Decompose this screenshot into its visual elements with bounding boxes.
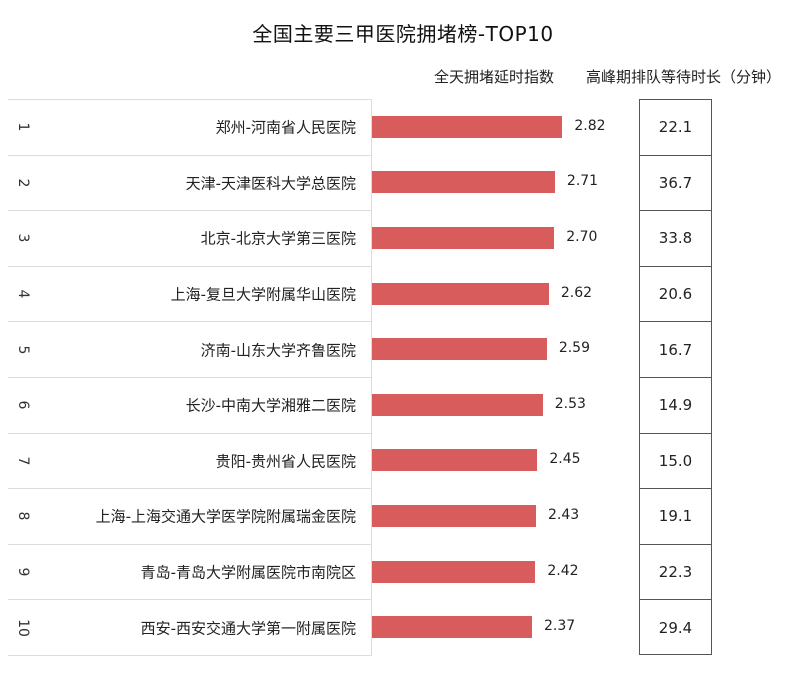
congestion-bar — [372, 227, 555, 249]
rank-label: 5 — [15, 345, 31, 355]
wait-time-cell: 14.9 — [640, 378, 711, 434]
wait-time-cell: 22.3 — [640, 545, 711, 601]
table-row: 7 贵阳-贵州省人民医院 — [8, 434, 372, 490]
congestion-bar — [372, 616, 532, 639]
wait-time-cell: 22.1 — [640, 100, 711, 156]
wait-time-cell: 36.7 — [640, 156, 711, 212]
congestion-value-label: 2.62 — [560, 284, 593, 301]
table-row: 5 济南-山东大学齐鲁医院 — [8, 322, 372, 378]
table-row: 6 长沙-中南大学湘雅二医院 — [8, 378, 372, 434]
rank-label: 3 — [15, 234, 31, 243]
congestion-bar — [372, 560, 536, 583]
wait-time-cell: 20.6 — [640, 267, 711, 323]
rank-label: 2 — [15, 178, 31, 188]
rank-label: 6 — [15, 400, 31, 410]
congestion-bar — [372, 282, 549, 305]
table-row: 9 青岛-青岛大学附属医院市南院区 — [8, 545, 372, 601]
congestion-value-label: 2.70 — [566, 229, 598, 245]
congestion-bars: 2.82 2.71 2.70 2.62 2.59 2.53 2.45 2.43 2.42 2.37 — [372, 99, 632, 655]
hospital-name: 青岛-青岛大学附属医院市南院区 — [140, 563, 356, 582]
table-row: 10 西安-西安交通大学第一附属医院 — [8, 600, 372, 656]
wait-time-column: 22.1 36.7 33.8 20.6 16.7 14.9 15.0 19.1 22.3 29.4 — [639, 99, 712, 655]
table-row: 3 北京-北京大学第三医院 — [8, 211, 372, 267]
congestion-bar — [372, 171, 555, 194]
table-row: 4 上海-复旦大学附属华山医院 — [8, 267, 372, 323]
congestion-bar — [372, 115, 563, 138]
rank-label: 1 — [15, 122, 31, 132]
rank-label: 7 — [15, 456, 31, 466]
wait-column-header: 高峰期排队等待时长（分钟） — [586, 68, 782, 86]
wait-time-cell: 15.0 — [640, 434, 711, 490]
congestion-value-label: 2.42 — [547, 562, 579, 579]
hospital-name: 长沙-中南大学湘雅二医院 — [185, 396, 356, 415]
hospital-name: 郑州-河南省人民医院 — [215, 118, 356, 137]
congestion-value-label: 2.59 — [558, 340, 590, 357]
hospital-name: 上海-上海交通大学医学院附属瑞金医院 — [95, 507, 356, 526]
congestion-bar — [372, 505, 537, 527]
hospital-name: 北京-北京大学第三医院 — [200, 229, 356, 248]
table-row: 2 天津-天津医科大学总医院 — [8, 156, 372, 212]
chart-title: 全国主要三甲医院拥堵榜-TOP10 — [252, 22, 554, 46]
congestion-value-label: 2.43 — [548, 507, 580, 523]
wait-time-cell: 29.4 — [658, 619, 693, 638]
index-column-header: 全天拥堵延时指数 — [434, 68, 555, 86]
rank-label: 8 — [15, 512, 31, 521]
rank-label: 4 — [15, 289, 31, 299]
congestion-value-label: 2.37 — [543, 618, 576, 635]
congestion-bar — [372, 449, 538, 472]
congestion-value-label: 2.45 — [549, 451, 581, 468]
congestion-bar — [372, 393, 543, 416]
table-row: 1 郑州-河南省人民医院 — [8, 100, 372, 156]
congestion-value-label: 2.53 — [554, 395, 586, 412]
congestion-value-label: 2.71 — [566, 173, 599, 190]
hospital-name: 西安-西安交通大学第一附属医院 — [140, 619, 356, 638]
rank-label: 9 — [15, 567, 31, 577]
hospital-name: 贵阳-贵州省人民医院 — [215, 452, 356, 471]
table-row: 8 上海-上海交通大学医学院附属瑞金医院 — [8, 489, 372, 545]
wait-time-cell: 33.8 — [640, 211, 711, 267]
congestion-value-label: 2.82 — [574, 117, 606, 134]
congestion-bar — [372, 338, 547, 361]
rank-label: 10 — [15, 618, 31, 637]
wait-time-cell: 19.1 — [640, 489, 711, 545]
hospital-table: 1 郑州-河南省人民医院 2 天津-天津医科大学总医院 3 北京-北京大学第三医院 4 上海-… — [8, 99, 372, 656]
hospital-name: 上海-复旦大学附属华山医院 — [170, 285, 356, 304]
hospital-name: 济南-山东大学齐鲁医院 — [200, 341, 356, 360]
hospital-name: 天津-天津医科大学总医院 — [185, 174, 356, 193]
wait-time-cell: 16.7 — [640, 322, 711, 378]
